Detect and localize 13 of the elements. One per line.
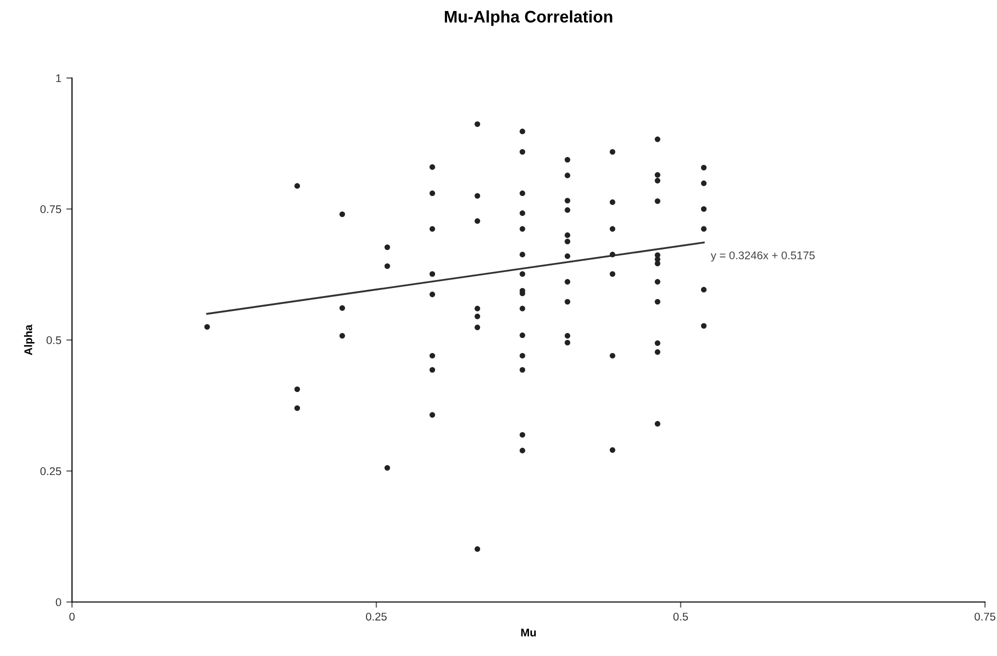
x-tick-label: 0.5 (673, 612, 688, 621)
x-axis-title: Mu (521, 628, 536, 636)
x-tick-label: 0.25 (366, 612, 387, 621)
annotation: y = 0.3246x + 0.5175 (710, 251, 815, 262)
y-tick-label: 1 (56, 74, 62, 82)
y-tick-label: 0.25 (40, 467, 62, 476)
chart-title: Mu-Alpha Correlation (444, 10, 612, 26)
x-tick-label: 0.75 (974, 612, 996, 621)
y-tick-label: 0.75 (40, 205, 62, 214)
y-tick-label: 0.5 (46, 336, 62, 344)
x-tick-label: 0 (69, 612, 75, 621)
y-tick-label: 0 (56, 598, 62, 606)
y-axis-title: Alpha (24, 324, 34, 356)
